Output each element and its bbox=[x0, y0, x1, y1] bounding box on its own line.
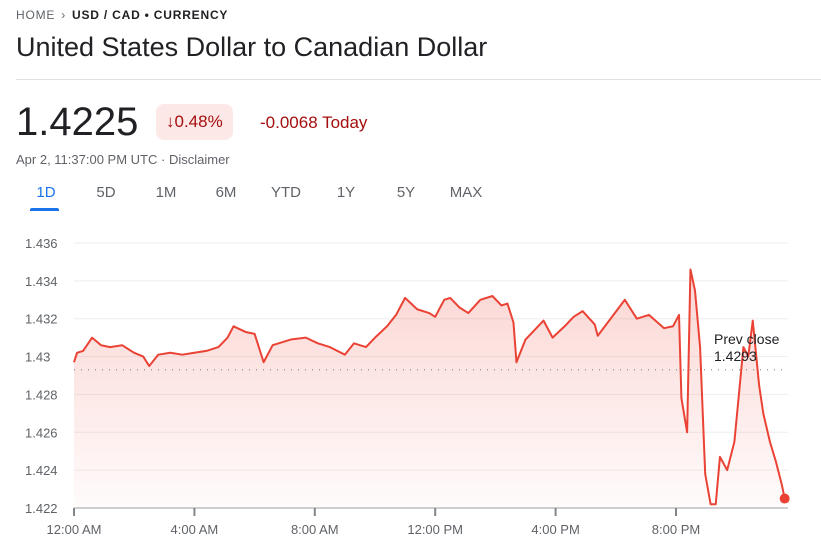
y-tick-label: 1.434 bbox=[25, 274, 58, 289]
tab-max[interactable]: MAX bbox=[449, 184, 483, 201]
tab-6m[interactable]: 6M bbox=[215, 184, 237, 201]
tab-5d[interactable]: 5D bbox=[96, 184, 116, 201]
price-area-fill bbox=[74, 269, 785, 508]
y-tick-label: 1.428 bbox=[25, 387, 58, 402]
x-tick-label: 4:00 AM bbox=[171, 522, 219, 537]
price-line bbox=[73, 268, 786, 506]
tab-1m[interactable]: 1M bbox=[155, 184, 177, 201]
change-absolute: -0.0068 Today bbox=[260, 113, 368, 132]
breadcrumb: HOME › USD / CAD • CURRENCY bbox=[16, 8, 228, 22]
arrow-down-icon: ↓ bbox=[166, 112, 175, 131]
x-tick-label: 12:00 AM bbox=[47, 522, 102, 537]
tab-1y[interactable]: 1Y bbox=[336, 184, 356, 201]
timestamp: Apr 2, 11:37:00 PM UTC · bbox=[16, 152, 166, 167]
y-tick-label: 1.426 bbox=[25, 425, 58, 440]
x-tick-label: 8:00 AM bbox=[291, 522, 339, 537]
tab-ytd[interactable]: YTD bbox=[271, 184, 301, 201]
x-tick-label: 4:00 PM bbox=[531, 522, 579, 537]
y-tick-label: 1.43 bbox=[25, 350, 50, 365]
breadcrumb-current: USD / CAD • CURRENCY bbox=[72, 8, 229, 22]
tab-1d[interactable]: 1D bbox=[16, 184, 76, 211]
change-percent-badge: ↓0.48% bbox=[156, 104, 233, 140]
prev-close-value: 1.4293 bbox=[714, 348, 757, 364]
chevron-right-icon: › bbox=[61, 8, 66, 22]
change-percent: 0.48% bbox=[174, 112, 223, 131]
current-price-dot bbox=[779, 493, 790, 504]
y-tick-label: 1.436 bbox=[25, 236, 58, 251]
y-tick-label: 1.432 bbox=[25, 312, 58, 327]
disclaimer-link[interactable]: Disclaimer bbox=[168, 152, 230, 167]
divider bbox=[16, 79, 821, 80]
current-price: 1.4225 bbox=[16, 100, 139, 144]
y-tick-label: 1.424 bbox=[25, 463, 58, 478]
range-tabs: 1D 5D 1M 6M YTD 1Y 5Y MAX bbox=[16, 184, 496, 211]
timestamp-line: Apr 2, 11:37:00 PM UTC · Disclaimer bbox=[16, 152, 230, 167]
x-tick-label: 8:00 PM bbox=[652, 522, 700, 537]
page-title: United States Dollar to Canadian Dollar bbox=[16, 32, 488, 62]
x-tick-label: 12:00 PM bbox=[407, 522, 463, 537]
y-tick-label: 1.422 bbox=[25, 501, 58, 516]
breadcrumb-home-link[interactable]: HOME bbox=[16, 8, 56, 22]
tab-5y[interactable]: 5Y bbox=[396, 184, 416, 201]
prev-close-label: Prev close bbox=[714, 331, 780, 347]
